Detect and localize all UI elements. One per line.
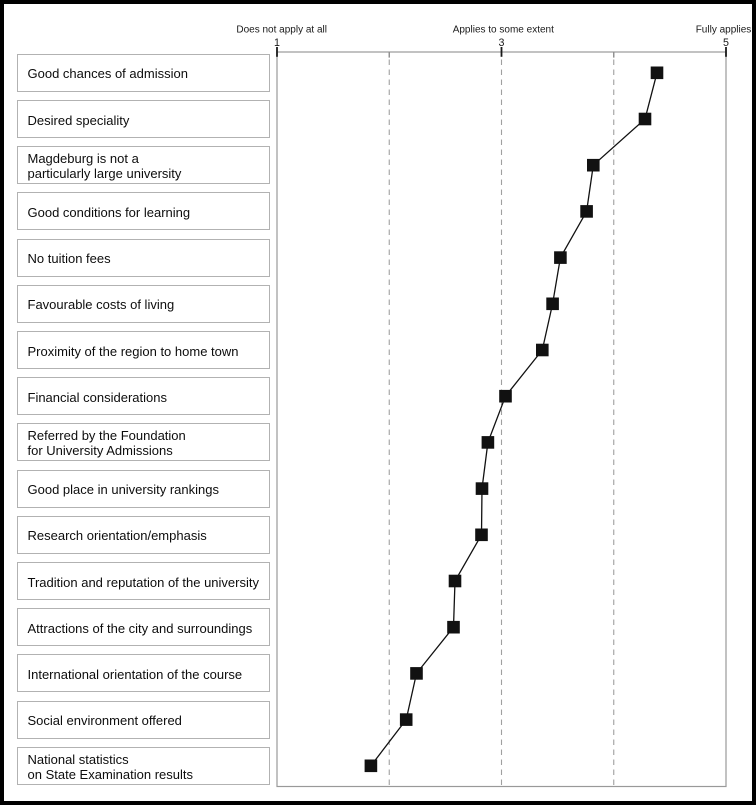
svg-text:3: 3 (499, 37, 505, 49)
svg-text:1: 1 (274, 37, 280, 49)
svg-text:Does not apply at all: Does not apply at all (236, 25, 327, 36)
svg-text:Fully applies: Fully applies (696, 25, 752, 36)
svg-text:Applies to some extent: Applies to some extent (453, 25, 554, 36)
svg-text:5: 5 (723, 37, 729, 49)
